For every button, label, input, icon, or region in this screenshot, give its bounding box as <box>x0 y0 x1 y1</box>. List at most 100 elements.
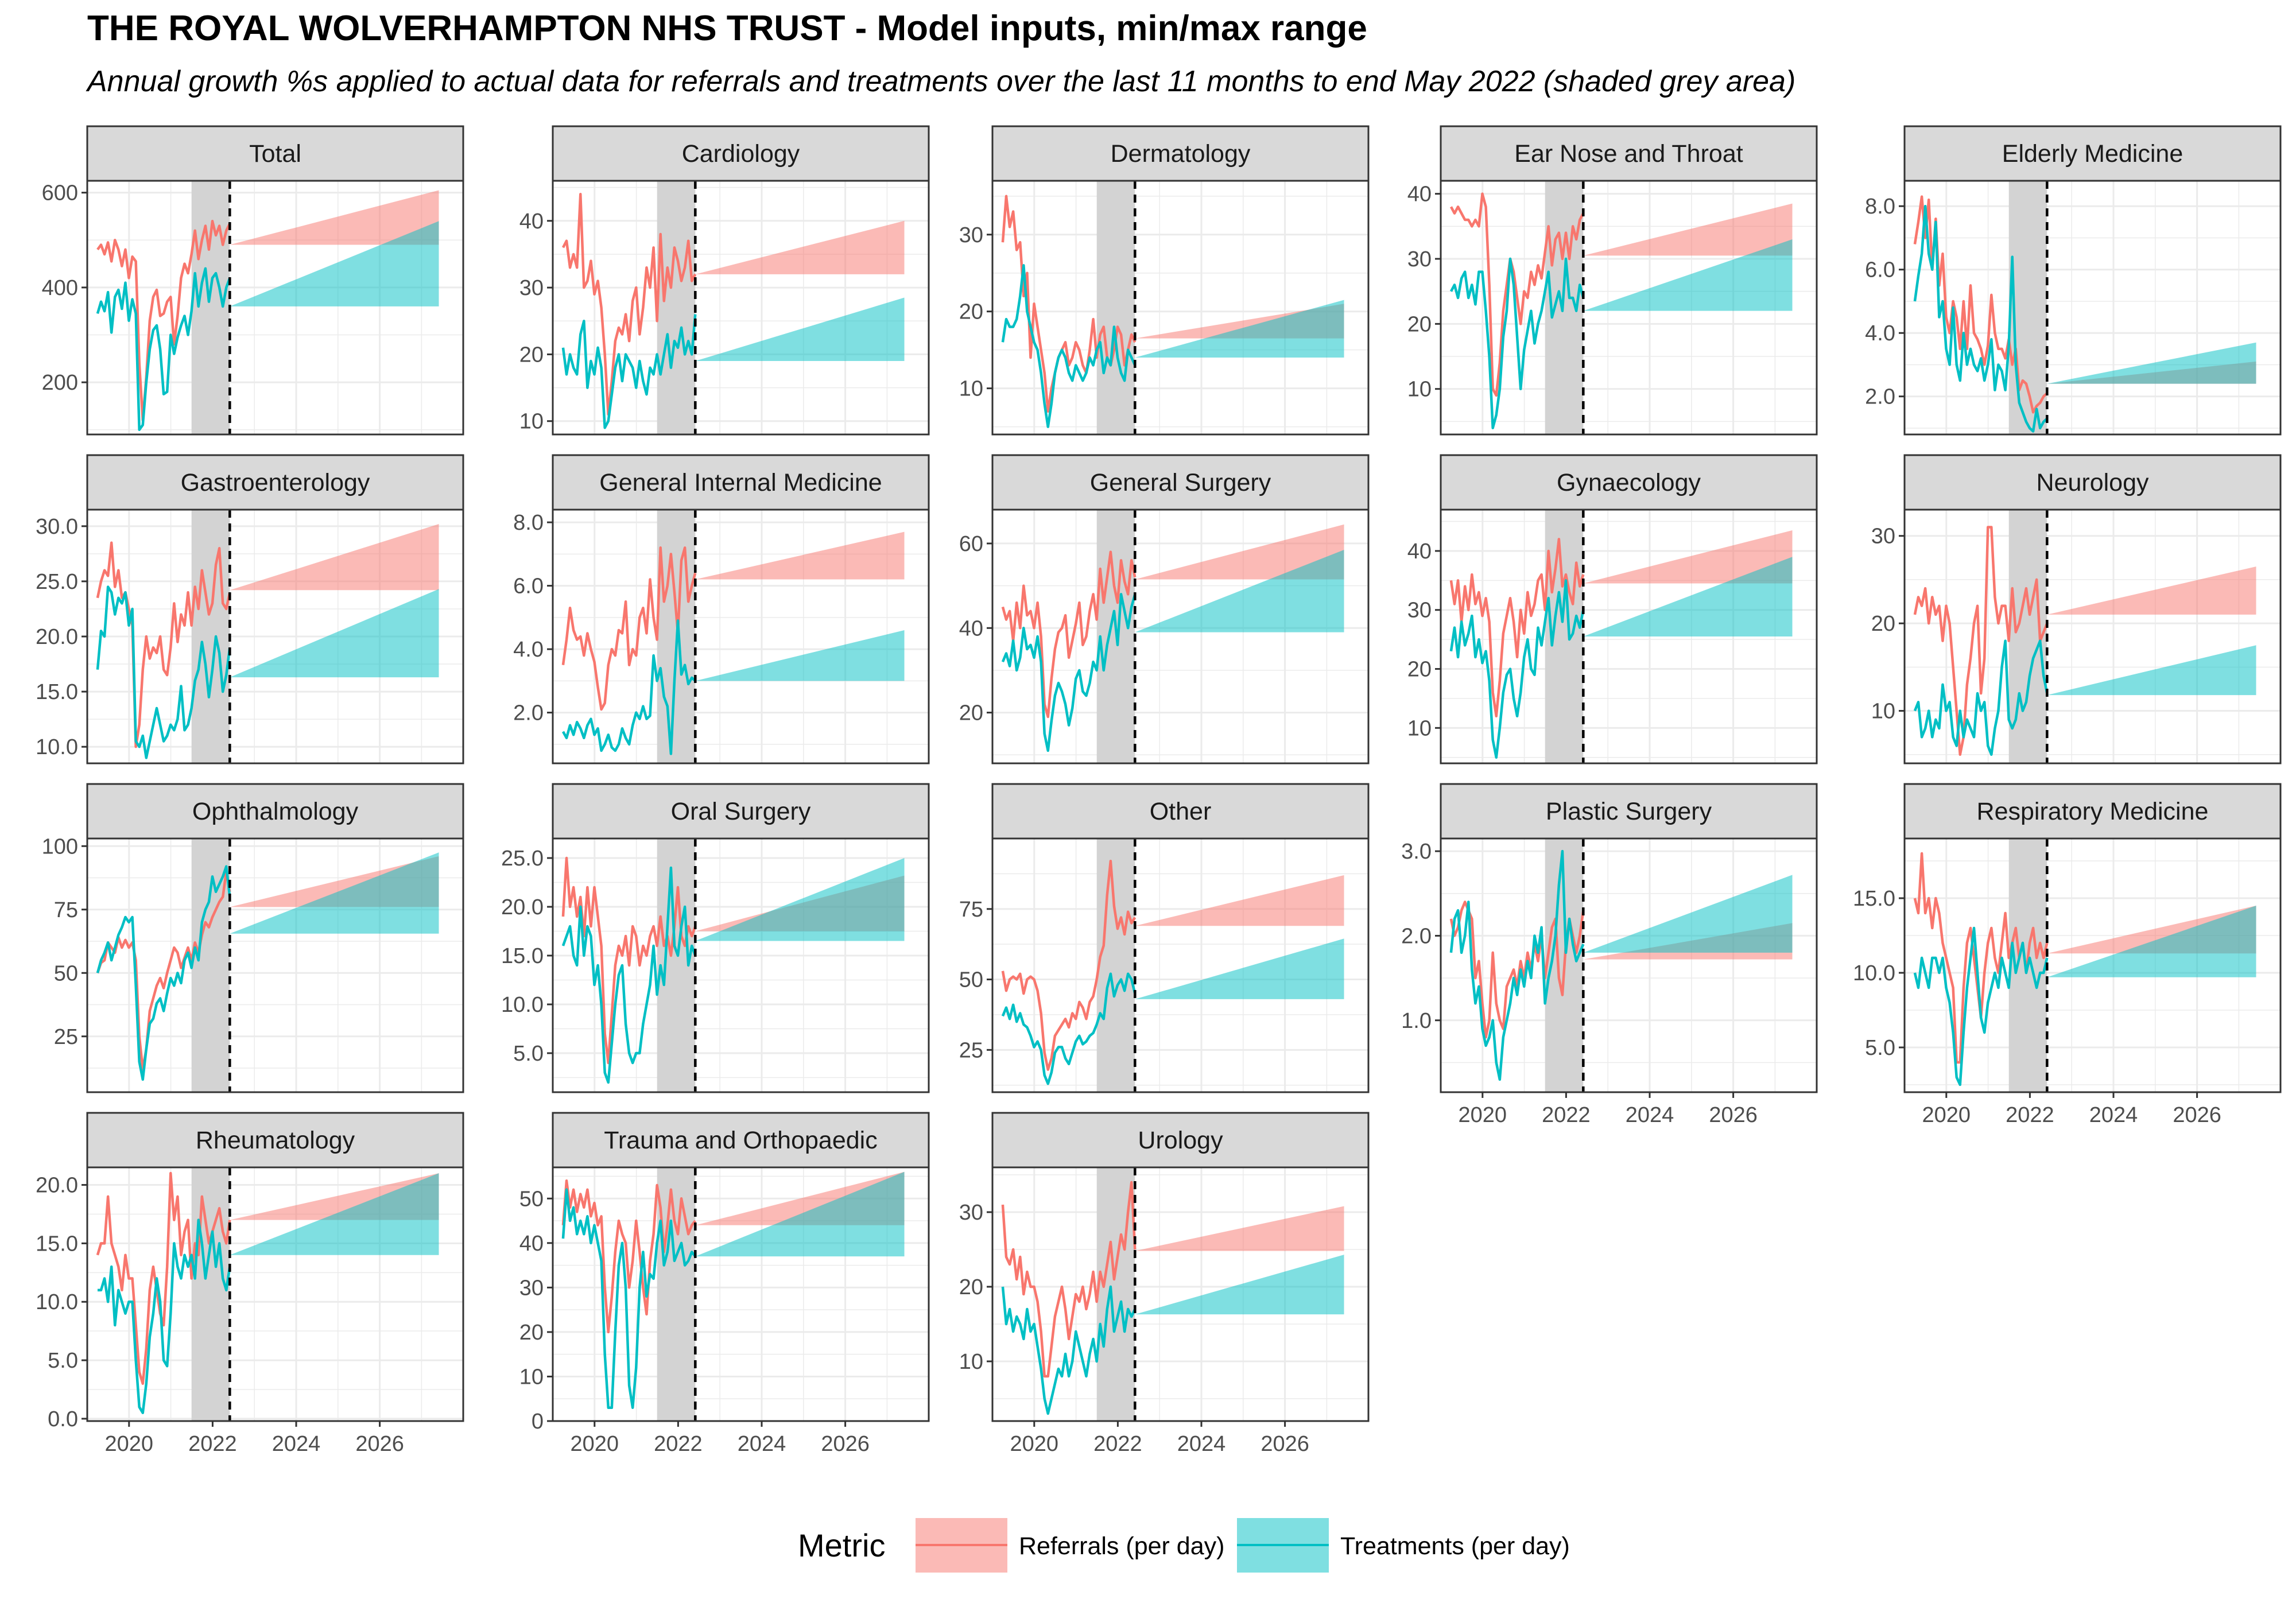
shaded-period <box>191 1167 230 1421</box>
facet-strip <box>1903 783 2282 840</box>
treatments-line <box>1449 849 1585 1081</box>
facet-oral-surgery: Oral Surgery 5.0 10.0 15.0 20.0 25.0 <box>501 783 930 1093</box>
shaded-period <box>1096 181 1135 434</box>
facet-plot-area <box>992 181 1368 434</box>
referrals-projection <box>1135 1206 1344 1251</box>
treatments-line <box>561 1188 697 1409</box>
legend-label-referrals: Referrals (per day) <box>1019 1532 1224 1560</box>
legend-title: Metric <box>798 1527 885 1563</box>
facet-gastroenterology: Gastroenterology 10.0 15.0 20.0 25.0 30.0 <box>36 454 464 764</box>
y-tick-label: 10 <box>519 410 544 434</box>
treatments-projection <box>695 297 905 362</box>
x-tick-label: 2026 <box>1709 1103 1758 1127</box>
y-tick-label: 40 <box>519 209 544 234</box>
facet-ophthalmology: Ophthalmology 25 50 75 100 <box>42 783 464 1093</box>
x-tick-label: 2026 <box>2173 1103 2221 1127</box>
y-tick-label: 20 <box>1871 612 1895 636</box>
facet-dermatology: Dermatology 10 20 30 <box>959 125 1370 436</box>
x-tick-label: 2022 <box>2006 1103 2054 1127</box>
facet-strip-label: Plastic Surgery <box>1546 798 1712 825</box>
facet-strip <box>991 783 1370 840</box>
chart-title: THE ROYAL WOLVERHAMPTON NHS TRUST - Mode… <box>87 9 1367 48</box>
facet-plot-area <box>992 1167 1368 1421</box>
facet-panel-border <box>552 509 930 764</box>
referrals-projection <box>1583 203 1793 256</box>
y-tick-label: 25.0 <box>36 570 78 594</box>
facet-strip-label: Gynaecology <box>1557 469 1701 496</box>
y-tick-label: 10 <box>959 1350 983 1374</box>
shaded-period <box>657 1167 696 1421</box>
y-tick-label: 10 <box>1407 716 1432 740</box>
y-tick-label: 30 <box>1407 247 1432 271</box>
treatments-projection <box>230 852 439 934</box>
treatments-line <box>1913 639 2049 756</box>
y-tick-label: 20 <box>1407 312 1432 336</box>
facet-plot-area <box>553 1167 929 1421</box>
facet-panel-border <box>1440 509 1818 764</box>
facet-panel-border <box>86 837 464 1093</box>
facet-strip-label: Dermatology <box>1111 140 1251 168</box>
y-tick-label: 50 <box>959 968 983 992</box>
y-tick-label: 10.0 <box>501 993 544 1017</box>
facet-strip <box>1440 454 1818 511</box>
facet-rheumatology: Rheumatology 0.0 5.0 10.0 15.0 20.0 2020 2022 20… <box>36 1112 464 1456</box>
y-tick-label: 30 <box>519 1276 544 1300</box>
shaded-period <box>1096 839 1135 1092</box>
treatments-projection <box>230 221 439 306</box>
referrals-line <box>96 541 231 748</box>
treatments-projection <box>2047 342 2256 384</box>
facet-plot-area <box>1905 839 2281 1092</box>
y-tick-label: 10 <box>959 377 983 401</box>
referrals-line <box>1449 538 1585 718</box>
y-tick-label: 30 <box>959 223 983 247</box>
treatments-projection <box>1583 557 1793 636</box>
treatments-projection <box>2047 906 2256 977</box>
facet-ear-nose-and-throat: Ear Nose and Throat 10 20 30 40 <box>1407 125 1818 436</box>
facet-strip <box>86 783 464 840</box>
facet-strip <box>552 454 930 511</box>
y-tick-label: 25 <box>959 1038 983 1062</box>
facet-other: Other 25 50 75 <box>959 783 1370 1093</box>
y-tick-label: 1.0 <box>1401 1009 1432 1033</box>
referrals-line <box>561 1179 697 1334</box>
treatments-line <box>561 314 697 429</box>
y-tick-label: 10 <box>1871 700 1895 724</box>
x-tick-label: 2022 <box>188 1432 237 1456</box>
treatments-projection <box>695 630 905 681</box>
x-tick-label: 2022 <box>1093 1432 1142 1456</box>
chart-subtitle: Annual growth %s applied to actual data … <box>87 65 1796 98</box>
y-tick-label: 30 <box>519 276 544 300</box>
x-tick-label: 2024 <box>1177 1432 1226 1456</box>
treatments-projection <box>1135 1255 1344 1315</box>
y-tick-label: 2.0 <box>1401 924 1432 948</box>
referrals-projection <box>1583 530 1793 584</box>
y-tick-label: 15.0 <box>36 680 78 704</box>
y-tick-label: 200 <box>42 371 78 395</box>
y-tick-label: 600 <box>42 181 78 205</box>
y-tick-label: 20 <box>519 1321 544 1345</box>
referrals-line <box>1001 860 1137 1071</box>
treatments-line <box>96 585 231 759</box>
treatments-projection <box>1135 549 1344 632</box>
treatments-projection <box>230 589 439 678</box>
facet-strip <box>86 1112 464 1169</box>
y-tick-label: 400 <box>42 276 78 300</box>
facet-plot-area <box>992 839 1368 1092</box>
facet-strip-label: Urology <box>1138 1127 1223 1154</box>
y-tick-label: 30 <box>1407 599 1432 623</box>
facet-panel-border <box>1440 180 1818 436</box>
facet-strip <box>1903 125 2282 182</box>
y-tick-label: 3.0 <box>1401 840 1432 864</box>
y-tick-label: 20 <box>959 300 983 324</box>
facet-panels: Total200400600Cardiology10203040Dermatol… <box>36 125 2282 1456</box>
y-tick-label: 25.0 <box>501 847 544 871</box>
y-tick-label: 30.0 <box>36 515 78 539</box>
x-tick-label: 2020 <box>105 1432 154 1456</box>
y-tick-label: 4.0 <box>513 638 544 662</box>
y-tick-label: 2.0 <box>513 701 544 725</box>
referrals-projection <box>230 523 439 591</box>
facet-panel-border <box>86 180 464 436</box>
treatments-line <box>561 866 697 1084</box>
y-tick-label: 20 <box>1407 658 1432 682</box>
facet-strip-label: Cardiology <box>682 140 800 168</box>
